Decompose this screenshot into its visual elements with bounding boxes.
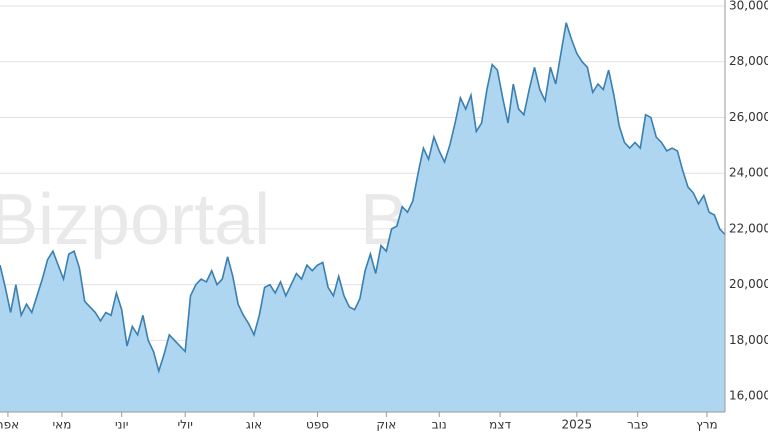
area-line [0, 22, 726, 374]
x-tick-label: יולי [177, 418, 192, 432]
watermark: Bizportal [0, 180, 270, 260]
x-tick-label: מרץ [696, 418, 717, 432]
x-tick-label: אפר [0, 418, 19, 432]
x-tick-label: אוק [376, 418, 396, 432]
y-tick-label: 26,000 [729, 110, 768, 124]
y-tick-label: 30,000 [729, 0, 768, 12]
x-tick-label: אוג [246, 418, 262, 432]
x-tick-label: ספט [306, 418, 329, 432]
x-tick-label: 2025 [562, 418, 593, 432]
x-tick-label: מאי [52, 418, 71, 432]
y-tick-label: 28,000 [729, 54, 768, 68]
y-tick-label: 24,000 [729, 166, 768, 180]
x-tick-label: נוב [432, 418, 447, 432]
area-fill [0, 22, 725, 412]
x-tick-label: יוני [115, 418, 128, 432]
y-tick-label: 22,000 [729, 221, 768, 235]
x-tick-label: פבר [627, 418, 648, 432]
y-tick-label: 18,000 [729, 333, 768, 347]
y-tick-label: 20,000 [729, 277, 768, 291]
x-tick-label: דצמ [489, 418, 511, 432]
y-tick-label: 16,000 [729, 389, 768, 403]
